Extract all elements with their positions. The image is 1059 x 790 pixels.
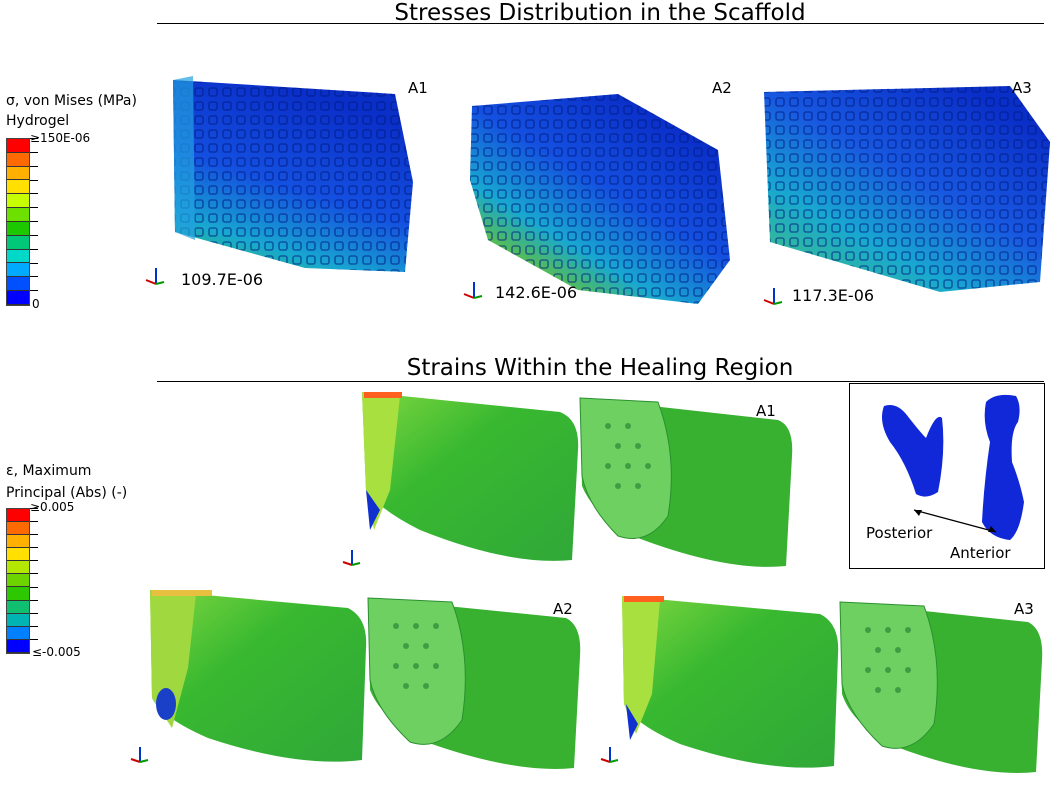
stress-legend-tick-mark: [30, 207, 38, 209]
strain-legend-tick-mark: [30, 599, 38, 601]
stress-legend-tick-mark: [30, 221, 38, 222]
region-a3-full-render: [622, 596, 839, 768]
anatomy-inset: Posterior Anterior: [849, 383, 1045, 569]
axis-triad-icon: [600, 747, 619, 763]
strain-legend-subtitle: Principal (Abs) (-): [6, 485, 128, 501]
strain-legend-tick-mark: [30, 612, 38, 614]
stress-legend-color-band: [7, 235, 29, 250]
anterior-mandible-render: [982, 394, 1024, 540]
strain-legend-color-band: [7, 548, 29, 562]
strain-legend-tick-mark: [30, 638, 38, 640]
stress-panel-a1-value: 109.7E-06: [181, 270, 264, 289]
strain-legend-color-band: [7, 600, 29, 614]
strain-legend-color-band: [7, 587, 29, 601]
strain-legend-min-label: ≤-0.005: [32, 645, 81, 659]
scaffold-a1-render: [173, 76, 413, 272]
stress-legend-tick-mark: [30, 290, 38, 292]
strain-legend-tick-mark: [30, 534, 38, 536]
strain-legend-tick-mark: [30, 560, 38, 562]
region-a2-full-render: [150, 590, 367, 762]
stress-legend-color-band: [7, 277, 29, 292]
axis-triad-icon: [463, 282, 483, 299]
stress-legend-min-label: 0: [32, 297, 40, 311]
stress-legend-tick-mark: [30, 179, 38, 181]
strain-legend-color-band: [7, 574, 29, 588]
stress-panel-a3-value: 117.3E-06: [792, 286, 875, 305]
axis-triad-icon: [763, 288, 783, 305]
strain-legend-tick-mark: [30, 586, 38, 588]
stress-legend-color-band: [7, 152, 29, 167]
stress-legend-color-band: [7, 180, 29, 195]
stress-legend-color-band: [7, 263, 29, 278]
stress-title-rule: [157, 23, 1044, 24]
direction-arrow: [913, 509, 997, 533]
strain-title-rule: [157, 381, 1044, 382]
axis-triad-icon: [130, 747, 149, 763]
stress-legend-tick-mark: [30, 151, 38, 153]
strain-legend-tick-mark: [30, 573, 38, 575]
stress-legend-subtitle: Hydrogel: [6, 113, 70, 129]
stress-legend-color-band: [7, 139, 29, 153]
stress-legend-color-band: [7, 291, 29, 305]
stress-panel-a2-label: A2: [712, 79, 732, 97]
strain-legend-tick-mark: [30, 625, 38, 627]
scaffold-a3-render: [764, 86, 1050, 292]
strain-legend-color-band: [7, 639, 29, 653]
stress-legend-color-band: [7, 194, 29, 209]
anterior-label: Anterior: [950, 544, 1011, 562]
stress-legend-tick-mark: [30, 262, 38, 264]
strain-legend-title: ε, Maximum: [6, 463, 92, 479]
region-a1-full-render: [362, 392, 579, 561]
posterior-mandible-render: [882, 405, 944, 497]
strain-legend-color-band: [7, 535, 29, 549]
stress-legend-color-band: [7, 166, 29, 181]
scaffold-a2-render: [470, 94, 730, 304]
stress-legend-tick-mark: [30, 234, 38, 236]
stress-legend-tick-mark: [30, 276, 38, 278]
strain-panel-a2-label: A2: [553, 600, 573, 618]
stress-panel-a2-value: 142.6E-06: [495, 283, 578, 302]
strain-panel-a1-label: A1: [756, 402, 776, 420]
posterior-label: Posterior: [866, 524, 933, 542]
strain-legend-color-band: [7, 509, 29, 523]
stress-colorbar: [6, 138, 30, 306]
strain-legend-tick-mark: [30, 547, 38, 549]
strain-legend-color-band: [7, 613, 29, 627]
strain-colorbar: [6, 508, 30, 654]
stress-legend-tick-mark: [30, 193, 38, 195]
strain-panel-a3-label: A3: [1014, 600, 1034, 618]
stress-legend-color-band: [7, 221, 29, 236]
stress-legend-color-band: [7, 208, 29, 222]
strain-legend-tick-mark: [30, 508, 38, 509]
axis-triad-icon: [145, 268, 165, 285]
region-a3-scaffold-render: [839, 601, 1043, 773]
stress-legend-tick-mark: [30, 138, 38, 139]
strain-legend-color-band: [7, 626, 29, 640]
stress-legend-tick-mark: [30, 165, 38, 167]
axis-triad-icon: [342, 550, 361, 566]
strain-section-title: Strains Within the Healing Region: [406, 355, 794, 381]
stress-legend-title: σ, von Mises (MPa): [6, 93, 137, 109]
stress-legend-tick-mark: [30, 248, 38, 250]
stress-legend-color-band: [7, 249, 29, 264]
stress-section-title: Stresses Distribution in the Scaffold: [394, 0, 806, 26]
strain-legend-max-label: ≥0.005: [30, 500, 75, 514]
strain-legend-tick-mark: [30, 521, 38, 523]
region-a2-scaffold-render: [367, 597, 581, 769]
region-a1-scaffold-render: [579, 397, 793, 567]
stress-legend-max-label: ≥150E-06: [30, 131, 91, 145]
strain-legend-color-band: [7, 522, 29, 536]
strain-legend-color-band: [7, 561, 29, 575]
stress-panel-a1-label: A1: [408, 79, 428, 97]
stress-panel-a3-label: A3: [1012, 79, 1032, 97]
